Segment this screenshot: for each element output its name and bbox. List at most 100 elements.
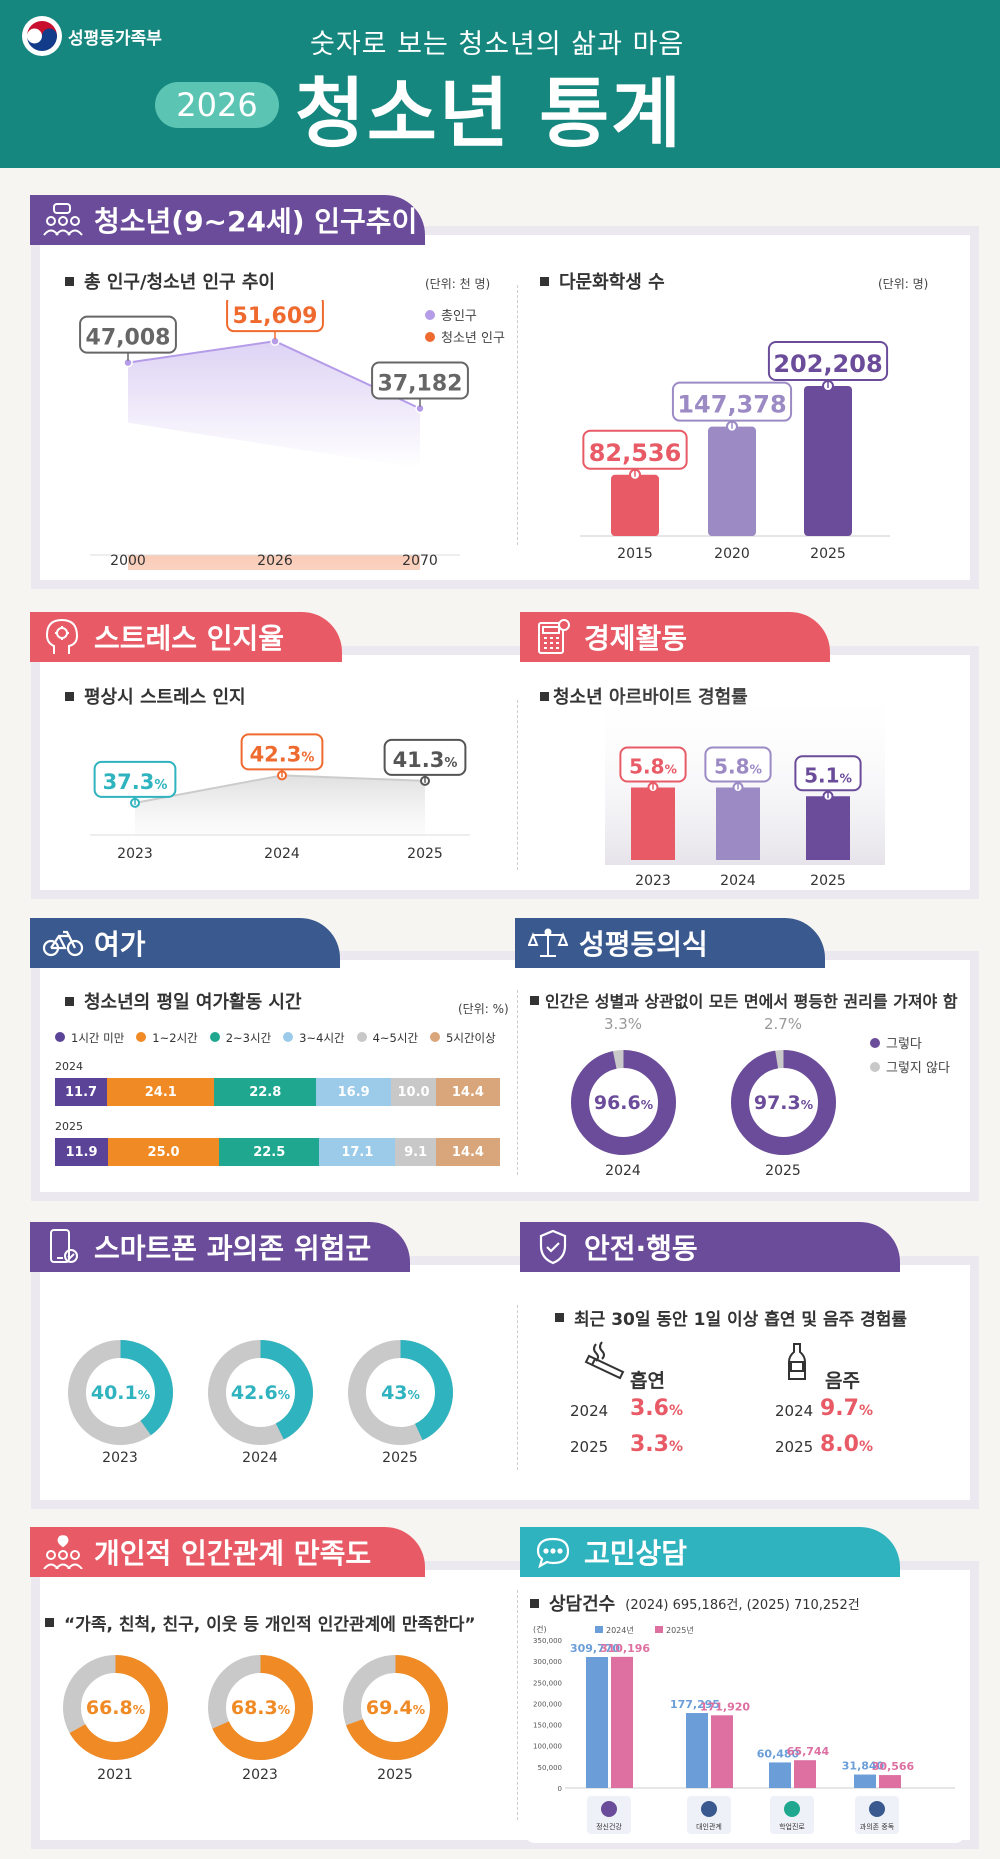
equality-title-text: 인간은 성별과 상관없이 모든 면에서 평등한 권리를 가져야 함 [545, 992, 958, 1011]
population-line-title-text: 총 인구/청소년 인구 추이 [84, 272, 275, 293]
stress-value-label: 41.3% [393, 748, 458, 772]
multicultural-value-label: 202,208 [773, 350, 882, 378]
counseling-bar [686, 1713, 708, 1788]
population-line-chart: 47,00851,60937,18211,5017,4093,257200020… [79, 300, 469, 570]
cigarette-icon [582, 1340, 628, 1386]
leisure-bar-segment: 25.0 [107, 1138, 220, 1166]
relations-donut-value: 66.8% [85, 1697, 144, 1719]
leisure-bar-segment: 14.4 [435, 1138, 500, 1166]
legend-youth-dot [425, 332, 435, 342]
legend-swatch [595, 1626, 603, 1633]
drinking-2024-number: 9.7 [820, 1396, 859, 1421]
leisure-bar-segment: 24.1 [107, 1078, 215, 1106]
smoking-2024-year: 2024 [570, 1402, 609, 1420]
category-icon [869, 1801, 885, 1817]
leisure-legend-item: 1~2시간 [136, 1030, 198, 1046]
category-label: 대인관계 [696, 1822, 722, 1831]
donut-year-label: 2021 [97, 1767, 133, 1783]
legend-yes-label: 그렇다 [886, 1037, 922, 1052]
stress-value-label-box [383, 738, 467, 776]
donut-year-label: 2024 [242, 1450, 278, 1466]
equality-donut-slot: 97.3% [540, 1040, 860, 1180]
total-value-label-group: 37,182 [371, 361, 469, 407]
smartphone-donut-arc [67, 1340, 173, 1445]
counseling-value-label: 30,566 [872, 1760, 915, 1773]
equality-donut-value: 96.6% [593, 1092, 652, 1114]
x-tick-label: 2070 [402, 553, 438, 569]
parttime-value-label: 5.1% [804, 763, 852, 787]
drinking-2025-number: 8.0 [820, 1432, 859, 1457]
leisure-bar-segment: 11.7 [55, 1078, 108, 1106]
category-icon [784, 1801, 800, 1817]
donut-year-label: 2025 [382, 1450, 418, 1466]
legend-swatch [655, 1626, 663, 1633]
counseling-value-label: 60,480 [757, 1747, 800, 1760]
smartphone-donut-arc [347, 1340, 453, 1445]
leisure-legend-item: 1시간 미만 [55, 1030, 124, 1046]
x-tick-label: 2023 [635, 873, 671, 889]
leisure-legend: 1시간 미만 1~2시간 2~3시간 3~4시간 4~5시간 5시간이상 [55, 1030, 515, 1046]
drinking-2024-value: 9.7% [820, 1396, 873, 1421]
section-divider [517, 700, 518, 870]
multicultural-title: 다문화학생 수 [540, 268, 665, 294]
counseling-chart-panel: (건) 2024년 2025년 350,000 300,000 250,000 200,00… [525, 1618, 965, 1843]
smartphone-donut: 43% [347, 1340, 453, 1445]
y-tick-label: 250,000 [533, 1679, 562, 1687]
bottle-icon [785, 1342, 809, 1386]
counseling-value-label: 171,920 [700, 1700, 750, 1713]
youth-area [128, 555, 420, 570]
y-tick-label: 150,000 [533, 1722, 562, 1730]
safety-tab: 안전·행동 [520, 1222, 900, 1272]
leisure-bar-segment: 14.4 [435, 1078, 500, 1106]
multicultural-value-label-group: 82,536 [582, 429, 688, 477]
x-tick-label: 2000 [110, 553, 146, 569]
economy-tab: 경제활동 [520, 612, 830, 662]
parttime-value-label-group: 5.8% [704, 746, 772, 790]
smoking-2024-value: 3.6% [630, 1396, 683, 1421]
parttime-value-label-group: 5.1% [794, 755, 862, 799]
smartphone-icon [42, 1229, 84, 1265]
relations-donut-arc [342, 1655, 448, 1760]
safety-title: 최근 30일 동안 1일 이상 흡연 및 음주 경험률 [555, 1305, 907, 1330]
y-tick-label: 50,000 [538, 1764, 563, 1772]
smoking-2025-value: 3.3% [630, 1432, 683, 1457]
leisure-legend-item: 2~3시간 [209, 1030, 271, 1046]
multicultural-bar [611, 474, 659, 536]
smartphone-donut: 40.1% [67, 1340, 173, 1445]
legend-yes-dot [870, 1038, 880, 1048]
chat-bubble-icon [532, 1534, 574, 1570]
drinking-2025-value: 8.0% [820, 1432, 873, 1457]
counseling-bar [879, 1775, 901, 1788]
relations-donut: 68.3% [207, 1655, 313, 1760]
y-tick-label: 0 [558, 1785, 562, 1793]
leisure-year-label: 2025 [55, 1120, 83, 1133]
ministry-name: 성평등가족부 [68, 28, 162, 49]
equality-donut-slot: 96.6% [540, 1040, 860, 1180]
stress-tab-label: 스트레스 인지율 [94, 622, 285, 655]
smoking-2024-number: 3.6 [630, 1396, 669, 1421]
parttime-bar [716, 787, 760, 860]
counseling-bar-chart: (건) 2024년 2025년 350,000 300,000 250,000 200,00… [533, 1624, 955, 1834]
drinking-2024-unit: % [858, 1403, 874, 1419]
section-divider [517, 285, 518, 545]
leisure-tab-label: 여가 [94, 928, 146, 961]
legend-label: 3~4시간 [299, 1031, 345, 1045]
page-title: 청소년 통계 [295, 69, 684, 158]
parttime-value-label: 5.8% [714, 755, 762, 779]
donut-year-label: 2023 [102, 1450, 138, 1466]
relations-tab-label: 개인적 인간관계 만족도 [94, 1537, 372, 1570]
smoking-2024-unit: % [668, 1403, 684, 1419]
legend-no-dot [870, 1062, 880, 1072]
y-tick-label: 200,000 [533, 1700, 562, 1708]
stress-value-label-box [93, 760, 177, 798]
stress-tab: 스트레스 인지율 [30, 612, 342, 662]
smoking-2025-year: 2025 [570, 1438, 609, 1456]
x-tick-label: 2015 [617, 546, 653, 562]
stress-area [135, 775, 425, 835]
legend-label: 2024년 [606, 1625, 634, 1635]
leisure-bar-segment: 9.1 [395, 1138, 436, 1166]
smartphone-tab: 스마트폰 과의존 위험군 [30, 1222, 410, 1272]
equality-no-value: 2.7% [763, 1015, 803, 1033]
multicultural-title-text: 다문화학생 수 [559, 272, 665, 293]
category-label: 학업진로 [779, 1822, 805, 1831]
